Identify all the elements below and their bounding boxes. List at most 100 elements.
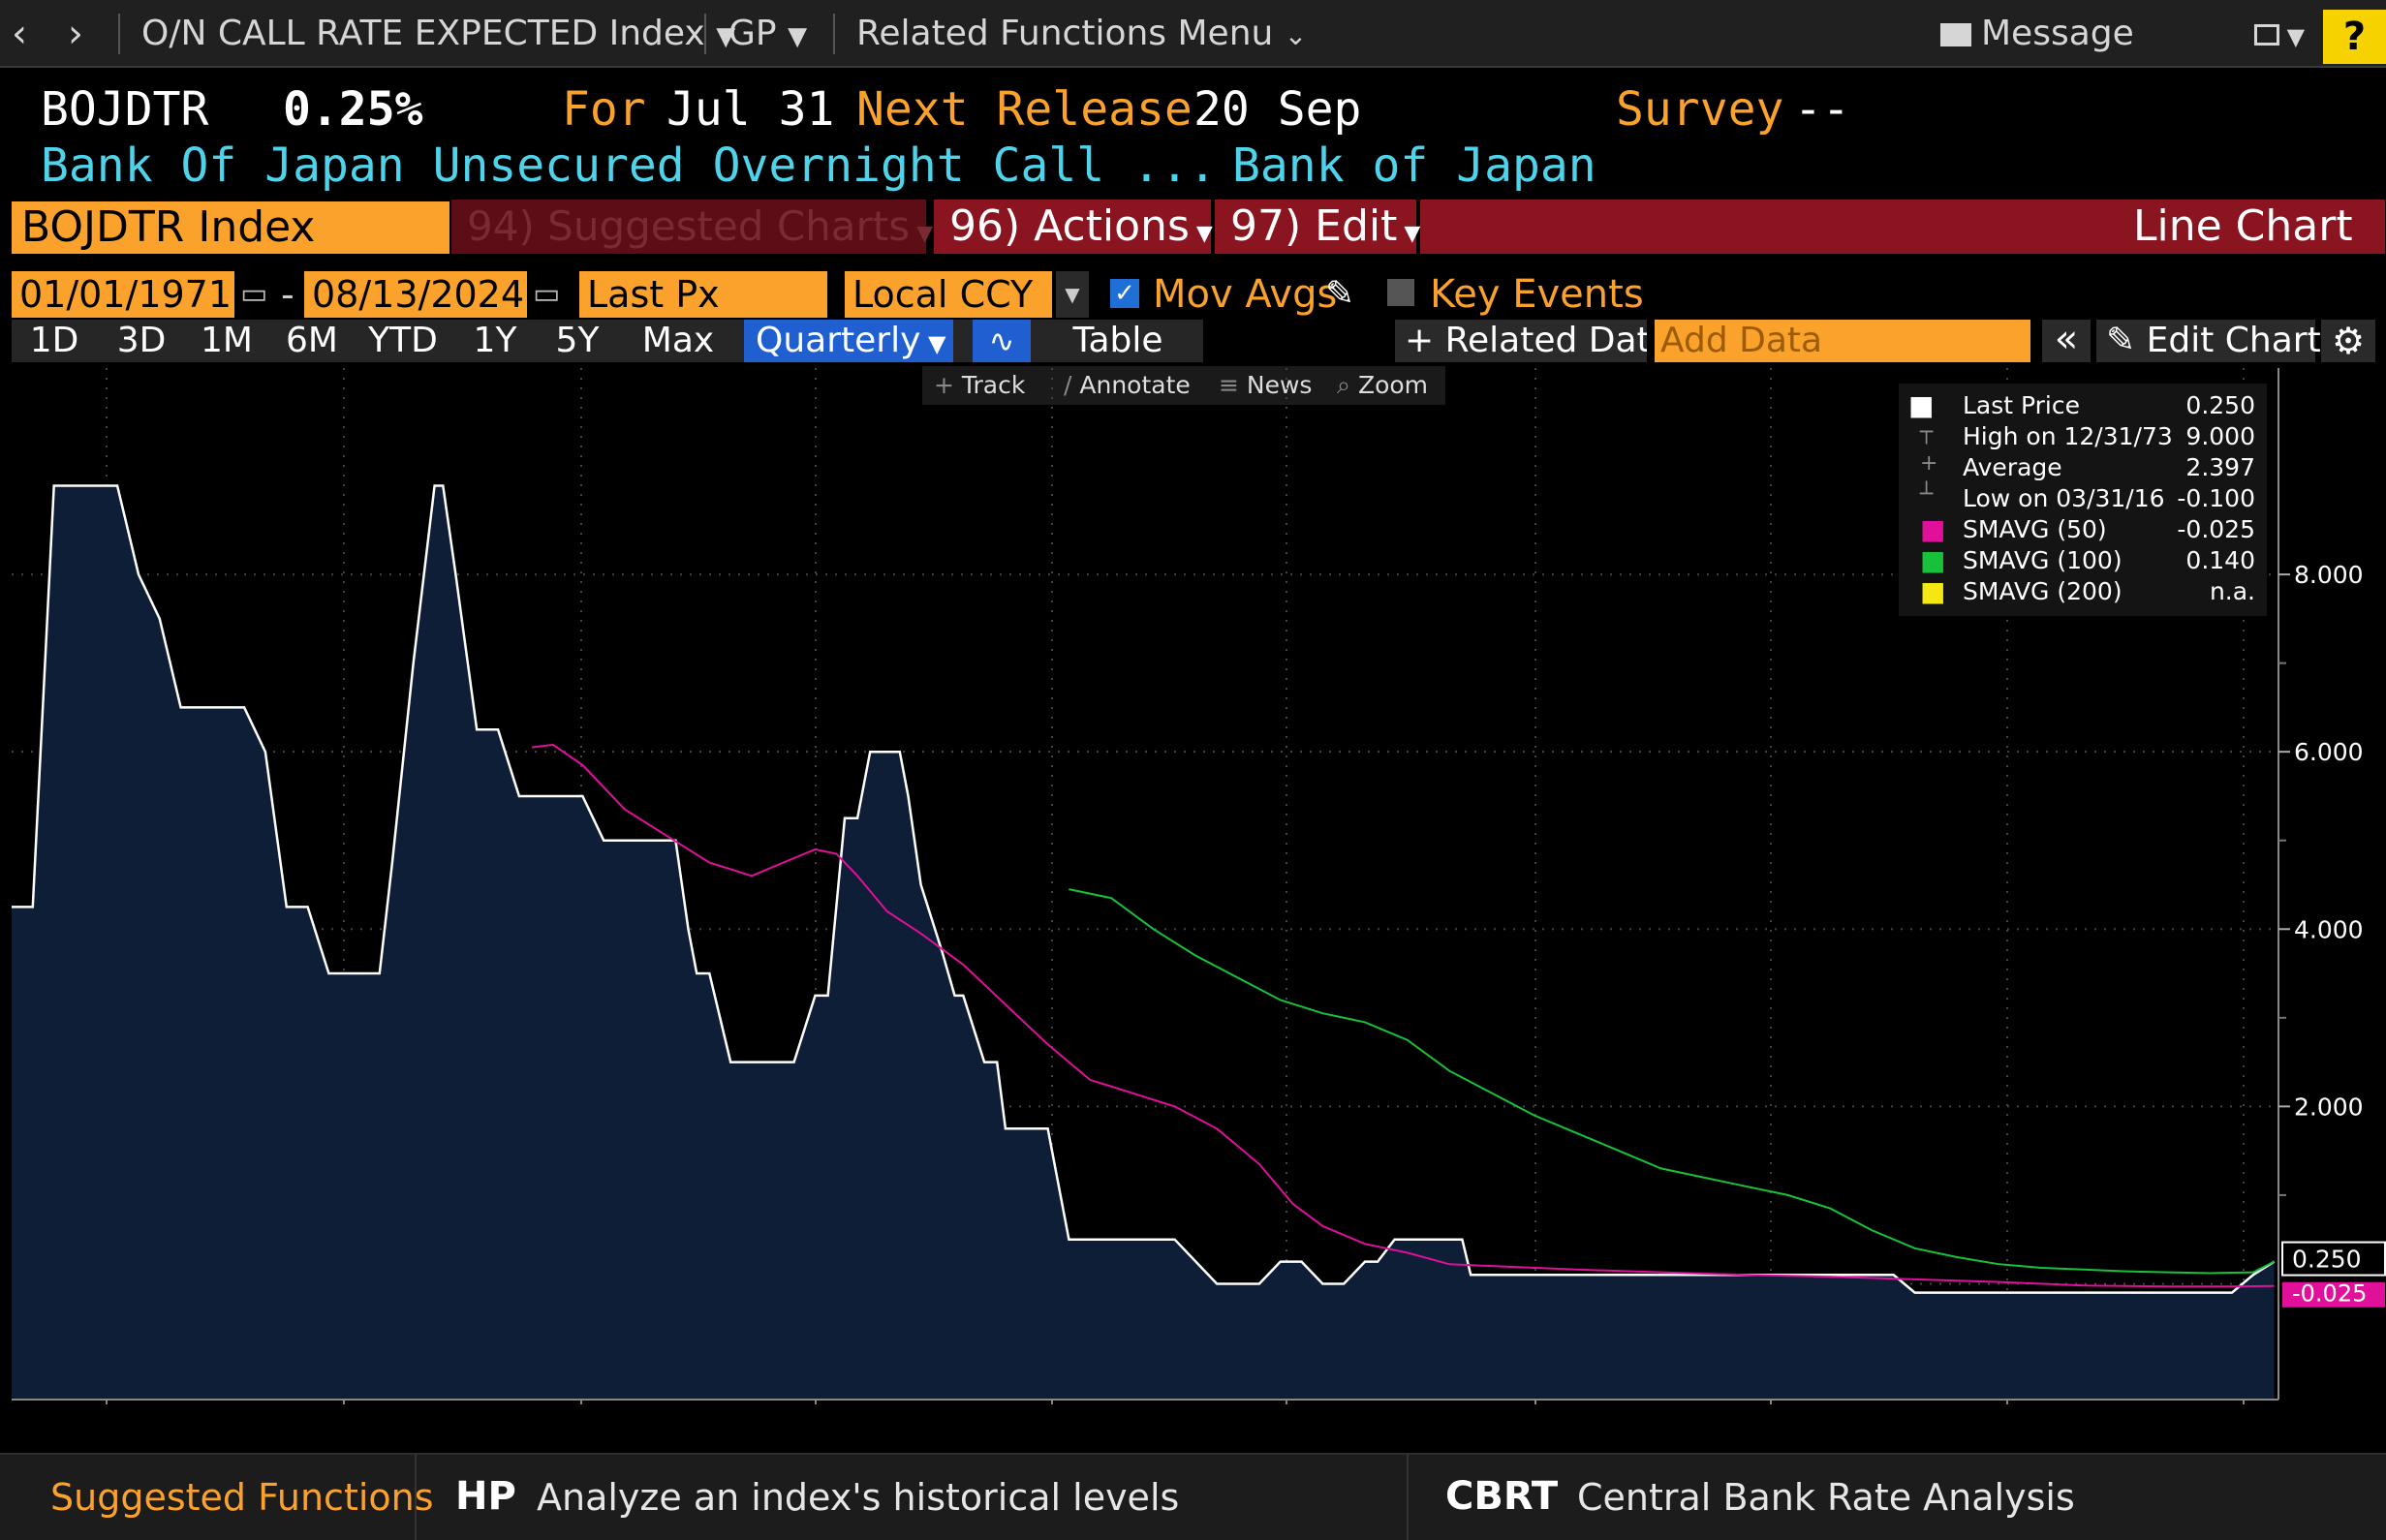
- last-price-tag: 0.250: [2292, 1246, 2362, 1274]
- periodicity-select[interactable]: Quarterly ▼: [744, 320, 953, 362]
- legend-marker-icon: ■: [1920, 513, 1946, 545]
- calendar-icon[interactable]: ▭: [533, 277, 561, 311]
- edit-chart-button[interactable]: ✎ Edit Chart: [2096, 320, 2321, 362]
- news-icon: ≡: [1219, 371, 1247, 399]
- chart-title-bar: [1420, 200, 2385, 254]
- message-label: Message: [1981, 14, 2134, 53]
- related-functions-menu[interactable]: Related Functions Menu ⌄: [856, 0, 1307, 68]
- function-code: GP: [728, 14, 777, 53]
- suggested-charts-label: 94) Suggested Charts: [467, 202, 911, 250]
- currency-dropdown-arrow[interactable]: ▼: [1056, 271, 1089, 318]
- key-events-label: Key Events: [1430, 272, 1644, 317]
- security-input[interactable]: BOJDTR Index: [12, 201, 449, 254]
- divider: [833, 14, 835, 54]
- chart-canvas[interactable]: 8.0006.0004.0002.0001975-19791980-198419…: [0, 368, 2386, 1404]
- edit-menu[interactable]: 97) Edit ▼: [1215, 200, 1420, 254]
- chevron-down-icon: ▼: [910, 222, 934, 246]
- mov-avgs-checkbox[interactable]: ✓: [1110, 279, 1139, 308]
- y-tick-label: 4.000: [2294, 915, 2364, 943]
- function-dropdown[interactable]: GP ▼: [728, 0, 807, 68]
- for-label: For: [562, 82, 646, 137]
- end-date-input[interactable]: 08/13/2024: [304, 271, 527, 318]
- message-button[interactable]: Message: [1940, 0, 2134, 68]
- tool-zoom[interactable]: ⌕ Zoom: [1337, 368, 1428, 403]
- chart-tools-bar: [922, 366, 1445, 405]
- range-5y[interactable]: 5Y: [555, 321, 600, 360]
- legend-row: ■ SMAVG (200) n.a.: [1899, 575, 2267, 607]
- legend-row: ■ SMAVG (100) 0.140: [1899, 544, 2267, 576]
- range-ytd[interactable]: YTD: [368, 321, 438, 360]
- table-button[interactable]: Table: [1072, 321, 1163, 360]
- collapse-icon[interactable]: «: [2042, 320, 2091, 362]
- start-date-input[interactable]: 01/01/1971: [12, 271, 234, 318]
- top-nav-bar: ‹ › O/N CALL RATE EXPECTED Index ▼ GP ▼ …: [0, 0, 2386, 68]
- legend-value: 2.397: [2185, 453, 2255, 481]
- sma50-tag-box: [2282, 1281, 2385, 1308]
- range-6m[interactable]: 6M: [286, 321, 338, 360]
- tool-label: News: [1246, 371, 1313, 399]
- last-price-tag-box: [2281, 1241, 2386, 1277]
- range-1d[interactable]: 1D: [29, 321, 79, 360]
- legend-box: ■ Last Price 0.250 ┬ High on 12/31/73 9.000 + A…: [1899, 384, 2267, 616]
- legend-marker-icon: ■: [1908, 389, 1935, 421]
- back-button[interactable]: ‹: [12, 12, 27, 56]
- add-data-input[interactable]: Add Data: [1655, 320, 2030, 362]
- zoom-icon: ⌕: [1337, 371, 1358, 399]
- tool-label: Track: [961, 371, 1026, 399]
- sma50-tag: -0.025: [2292, 1280, 2367, 1308]
- legend-marker-icon: ■: [1920, 575, 1946, 607]
- function-cbrt-code[interactable]: CBRT: [1445, 1474, 1559, 1519]
- ticker: BOJDTR: [41, 82, 209, 137]
- envelope-icon: [1940, 23, 1971, 46]
- range-1m[interactable]: 1M: [201, 321, 253, 360]
- range-1y[interactable]: 1Y: [473, 321, 517, 360]
- suggested-charts-menu[interactable]: 94) Suggested Charts ▼: [451, 200, 933, 254]
- function-hp-description[interactable]: Analyze an index's historical levels: [537, 1476, 1180, 1519]
- tool-annotate[interactable]: / Annotate: [1064, 368, 1191, 403]
- legend-label: SMAVG (50): [1963, 515, 2107, 543]
- legend-row: ■ SMAVG (50) -0.025: [1899, 513, 2267, 545]
- gear-icon[interactable]: ⚙: [2321, 320, 2375, 362]
- date-range-dash: -: [281, 273, 294, 316]
- last-price-area: [12, 485, 2275, 1400]
- help-button[interactable]: ?: [2323, 10, 2386, 64]
- series-line-last-price: [12, 484, 2276, 1294]
- survey-value: --: [1794, 82, 1850, 137]
- export-window-button[interactable]: ▼: [2254, 0, 2305, 68]
- currency-select[interactable]: Local CCY: [845, 271, 1052, 318]
- edit-label: 97) Edit: [1230, 201, 1398, 251]
- range-max[interactable]: Max: [641, 321, 715, 360]
- y-tick-label: 2.000: [2294, 1093, 2364, 1121]
- legend-marker-icon: ┬: [1920, 420, 1934, 445]
- tool-news[interactable]: ≡ News: [1219, 368, 1312, 403]
- double-chevron-down-icon: ⌄: [1284, 19, 1308, 51]
- series-line-smavg-50: [531, 743, 2275, 1288]
- field-select[interactable]: Last Px: [579, 271, 827, 318]
- range-3d[interactable]: 3D: [116, 321, 167, 360]
- security-title: O/N CALL RATE EXPECTED Index: [141, 14, 705, 53]
- pencil-icon[interactable]: ✎: [1325, 274, 1355, 314]
- related-functions-label: Related Functions Menu: [856, 14, 1274, 53]
- tool-track[interactable]: + Track: [934, 368, 1025, 403]
- chevron-down-icon: ▼: [1189, 222, 1213, 246]
- line-chart-icon[interactable]: ∿: [973, 320, 1031, 362]
- function-hp-code[interactable]: HP: [455, 1474, 516, 1519]
- chevron-down-icon: ▼: [920, 330, 946, 357]
- pencil-icon: ✎: [2106, 321, 2147, 360]
- legend-label: Last Price: [1963, 391, 2081, 419]
- suggested-functions-bar: Suggested Functions HP Analyze an index'…: [0, 1453, 2386, 1540]
- related-data-button[interactable]: + Related Dat: [1395, 320, 1647, 362]
- legend-label: SMAVG (200): [1963, 577, 2123, 605]
- legend-label: Low on 03/31/16: [1963, 484, 2165, 512]
- security-title-dropdown[interactable]: O/N CALL RATE EXPECTED Index ▼: [141, 0, 735, 68]
- for-date: Jul 31: [666, 82, 835, 137]
- track-icon: +: [934, 371, 962, 399]
- legend-marker-icon: +: [1920, 451, 1938, 476]
- key-events-checkbox[interactable]: [1387, 279, 1414, 306]
- y-tick-label: 8.000: [2294, 561, 2364, 589]
- forward-button[interactable]: ›: [68, 12, 83, 56]
- related-data-label: Related Dat: [1444, 321, 1647, 360]
- calendar-icon[interactable]: ▭: [240, 277, 268, 311]
- actions-menu[interactable]: 96) Actions ▼: [934, 200, 1213, 254]
- function-cbrt-description[interactable]: Central Bank Rate Analysis: [1577, 1476, 2075, 1519]
